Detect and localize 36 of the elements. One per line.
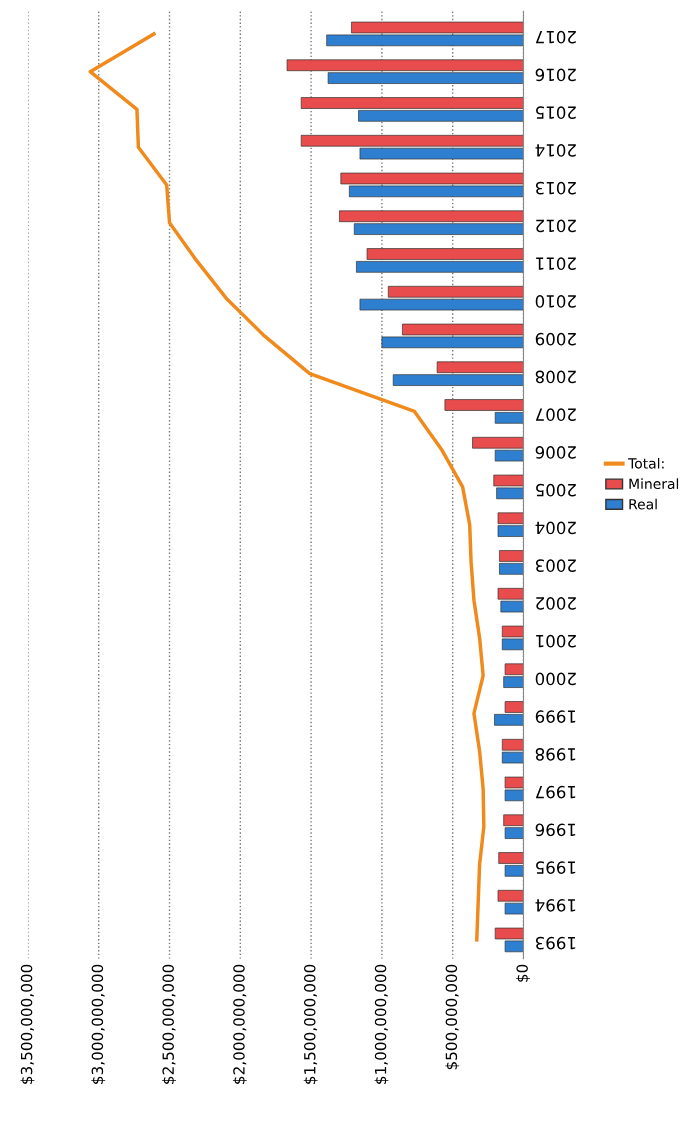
y-tick-label: 1999 (535, 710, 576, 723)
y-tick-label: 1997 (536, 785, 576, 799)
legend-label: Mineral (629, 478, 679, 490)
y-tick-label: 2008 (535, 370, 576, 384)
y-tick-label: 1994 (535, 899, 576, 912)
legend-label: Total: (628, 457, 664, 469)
y-tick-label: 2012 (536, 219, 576, 233)
y-tick-label: 2004 (535, 521, 576, 535)
y-tick-label: 2017 (536, 30, 576, 44)
y-tick-label: 2007 (536, 408, 576, 421)
y-tick-label: 1996 (535, 823, 576, 837)
x-tick-label: $2,000,000,000 (232, 964, 247, 1084)
x-tick-label: $3,000,000,000 (91, 964, 106, 1084)
x-tick-label: $0 (516, 964, 530, 982)
y-tick-label: 2014 (535, 144, 576, 157)
y-tick-label: 1998 (535, 748, 576, 761)
x-tick-label: $3,500,000,000 (20, 964, 35, 1084)
y-tick-label: 1995 (536, 861, 576, 874)
y-tick-label: 2013 (535, 181, 576, 195)
x-tick-label: $1,000,000,000 (374, 964, 389, 1084)
x-tick-label: $500,000,000 (445, 964, 460, 1070)
y-tick-label: 2011 (536, 257, 576, 270)
x-tick-label: $1,500,000,000 (303, 964, 318, 1084)
y-tick-label: 2006 (535, 446, 576, 459)
y-tick-label: 1993 (535, 936, 576, 950)
y-tick-label: 2016 (535, 68, 576, 82)
y-tick-label: 2015 (536, 106, 576, 119)
y-tick-label: 2002 (536, 597, 576, 610)
y-tick-label: 2000 (535, 672, 576, 686)
x-tick-label: $2,500,000,000 (162, 964, 176, 1084)
legend-label: Real (629, 498, 657, 510)
y-tick-label: 2010 (535, 295, 576, 308)
y-tick-label: 2005 (536, 483, 576, 497)
y-tick-label: 2003 (535, 559, 576, 572)
y-tick-label: 2001 (536, 634, 576, 648)
y-tick-label: 2009 (535, 332, 576, 346)
